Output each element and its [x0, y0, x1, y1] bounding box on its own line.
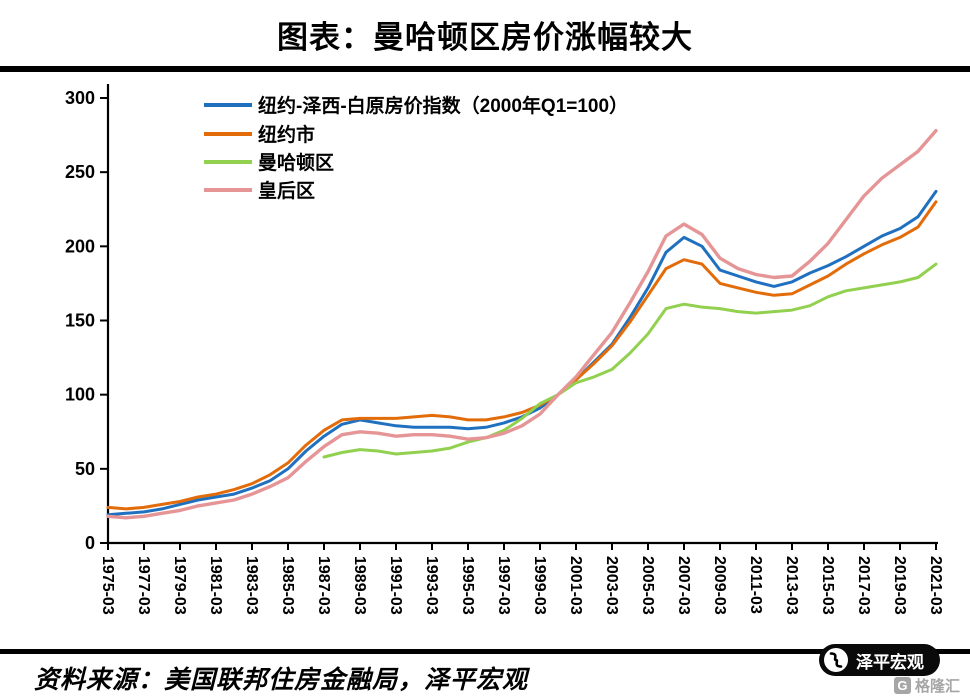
watermark-label: 格隆汇 — [914, 678, 960, 695]
x-tick-label: 1979-03 — [171, 556, 188, 615]
series-line-1 — [106, 200, 938, 511]
legend-label-0: 纽约-泽西-白原房价指数（2000年Q1=100） — [258, 94, 628, 117]
x-tick-label: 1981-03 — [207, 556, 224, 615]
title-divider — [0, 66, 970, 72]
x-tick-label: 1985-03 — [279, 556, 296, 615]
x-tick-label: 1991-03 — [387, 556, 404, 615]
x-tick-label: 2009-03 — [711, 556, 728, 615]
x-tick-label: 1983-03 — [243, 556, 260, 615]
y-tick-label: 0 — [85, 533, 95, 553]
x-tick-label: 2011-03 — [747, 556, 764, 614]
brand-badge-label: 泽平宏观 — [856, 652, 924, 672]
brand-badge: 泽平宏观 — [819, 644, 940, 676]
y-tick-label: 100 — [65, 385, 95, 405]
zeping-logo-icon — [824, 648, 848, 672]
legend-label-3: 皇后区 — [258, 179, 315, 202]
x-tick-label: 1999-03 — [531, 556, 548, 615]
x-tick-label: 1997-03 — [495, 556, 512, 615]
x-tick-label: 1995-03 — [459, 556, 476, 615]
price-index-line-chart: 0 50 100 150 200 250 300 1975-03 1977-03 1979-03 1… — [65, 84, 944, 615]
legend-label-1: 纽约市 — [258, 123, 315, 146]
gelonghui-watermark: G 格隆汇 — [893, 675, 960, 696]
x-tick-label: 2007-03 — [675, 556, 692, 615]
legend-label-2: 曼哈顿区 — [258, 151, 334, 174]
y-tick-label: 250 — [65, 162, 95, 182]
series-line-2 — [322, 262, 938, 459]
x-tick-label: 2013-03 — [783, 556, 800, 615]
series-line-0 — [106, 189, 938, 517]
footer-divider — [0, 649, 970, 654]
source-note: 资料来源：美国联邦住房金融局，泽平宏观 — [34, 667, 529, 694]
x-tick-label: 1987-03 — [315, 556, 332, 615]
x-tick-label: 2001-03 — [567, 556, 584, 615]
x-tick-label: 2005-03 — [639, 556, 656, 615]
x-tick-label: 1993-03 — [423, 556, 440, 615]
x-tick-label: 2017-03 — [855, 556, 872, 615]
x-tick-label: 2019-03 — [891, 556, 908, 615]
series-line-3 — [106, 128, 938, 520]
x-tick-label: 2015-03 — [819, 556, 836, 615]
x-tick-label: 2021-03 — [927, 556, 944, 615]
x-tick-label: 1989-03 — [351, 556, 368, 615]
chart-title: 图表：曼哈顿区房价涨幅较大 — [277, 20, 693, 55]
y-tick-label: 300 — [65, 88, 95, 108]
y-tick-label: 150 — [65, 311, 95, 331]
y-tick-label: 200 — [65, 236, 95, 256]
x-tick-label: 2003-03 — [603, 556, 620, 615]
x-tick-label: 1975-03 — [99, 556, 116, 615]
x-tick-label: 1977-03 — [135, 556, 152, 615]
gelonghui-logo-icon: G — [893, 677, 911, 694]
y-tick-label: 50 — [75, 459, 95, 479]
